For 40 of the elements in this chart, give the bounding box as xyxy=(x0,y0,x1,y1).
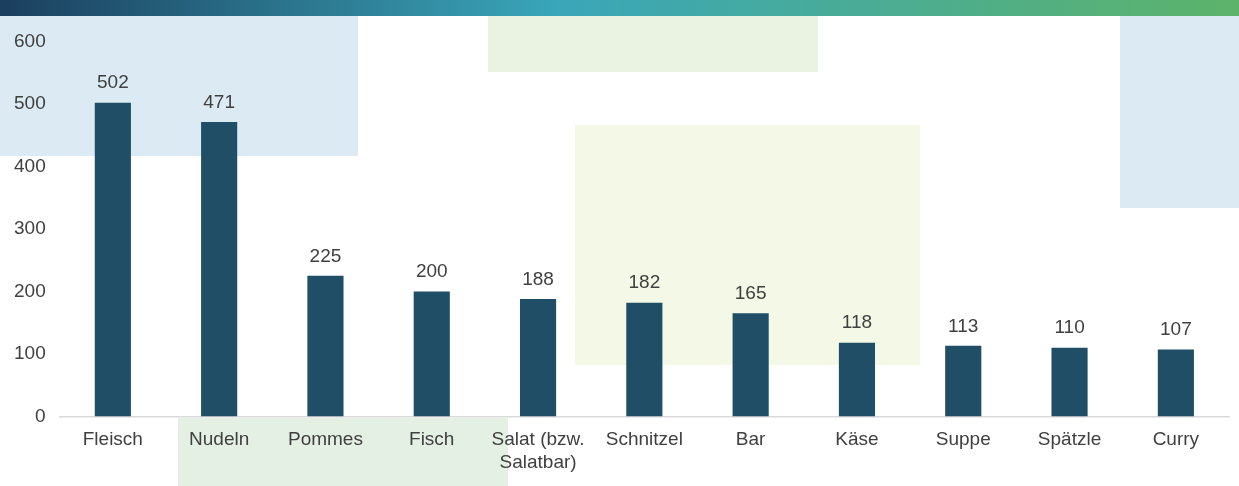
bar xyxy=(307,275,344,417)
x-tick-label: Salat (bzw. Salatbar) xyxy=(491,428,585,472)
y-tick-label: 0 xyxy=(35,404,46,426)
x-tick-label: Curry xyxy=(1152,428,1200,450)
data-label: 471 xyxy=(203,90,235,112)
data-label: 165 xyxy=(734,282,767,304)
bar xyxy=(945,345,982,417)
bar xyxy=(1157,349,1194,417)
y-tick-label: 600 xyxy=(14,29,46,51)
data-label: 110 xyxy=(1054,316,1085,338)
x-tick-label: Bar xyxy=(735,428,767,450)
x-tick-label: Suppe xyxy=(935,428,991,450)
bar xyxy=(626,302,663,417)
data-label: 200 xyxy=(415,260,448,282)
bar xyxy=(413,291,450,417)
bar xyxy=(838,342,876,417)
x-tick-label: Käse xyxy=(835,428,879,450)
y-tick-label: 100 xyxy=(14,342,46,364)
x-tick-label: Nudeln xyxy=(189,428,250,450)
y-tick-label: 200 xyxy=(14,279,46,301)
data-label: 502 xyxy=(97,71,129,93)
x-tick-label: Pommes xyxy=(287,428,363,450)
x-tick-label: Fleisch xyxy=(82,428,143,450)
y-tick-label: 300 xyxy=(14,217,46,239)
data-label: 107 xyxy=(1160,318,1192,340)
bar xyxy=(94,102,131,417)
data-label: 225 xyxy=(309,244,342,266)
x-tick-label: Fisch xyxy=(409,428,455,450)
data-label: 113 xyxy=(948,314,979,336)
y-tick-label: 400 xyxy=(14,154,46,176)
bar xyxy=(201,122,238,417)
bar xyxy=(1051,347,1088,417)
y-tick-label: 500 xyxy=(14,92,46,114)
data-label: 182 xyxy=(628,271,661,293)
data-label: 118 xyxy=(841,311,873,333)
x-tick-label: Spätzle xyxy=(1037,428,1102,450)
data-label: 188 xyxy=(522,267,554,289)
bar xyxy=(519,298,557,417)
bar xyxy=(732,313,769,417)
x-tick-label: Schnitzel xyxy=(605,428,683,450)
